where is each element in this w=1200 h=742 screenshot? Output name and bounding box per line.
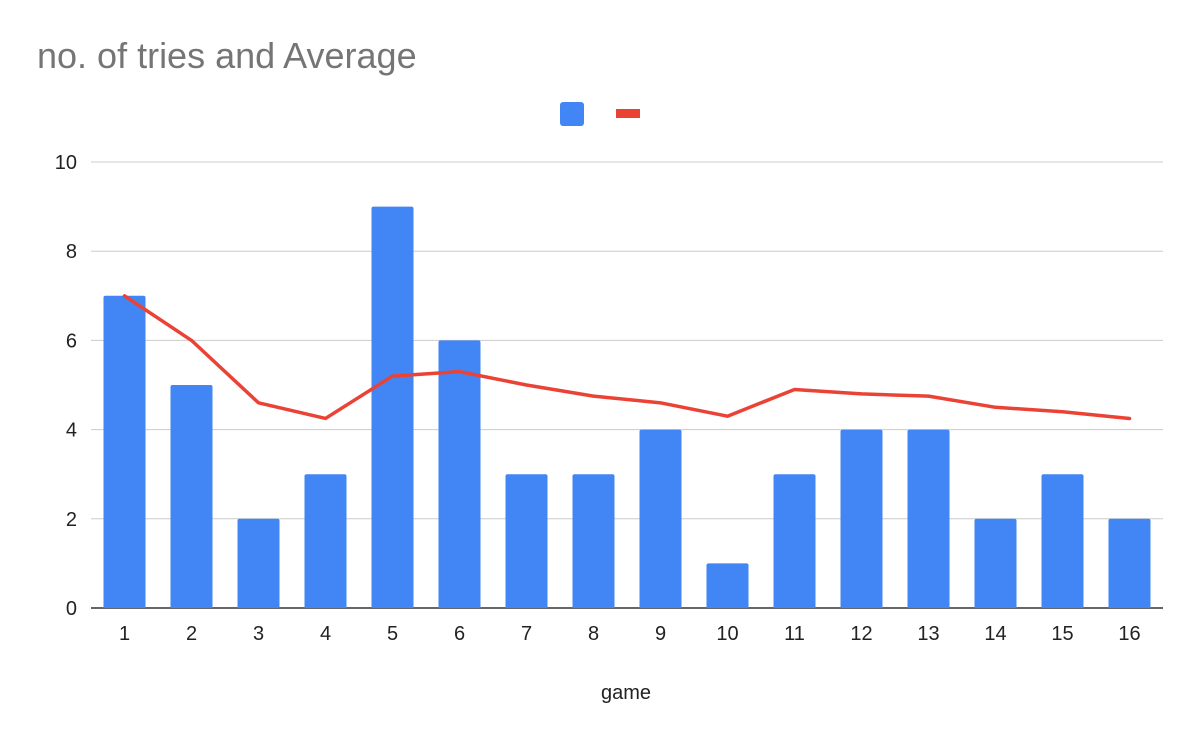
bar: [170, 385, 213, 608]
bar: [773, 474, 816, 608]
bar: [304, 474, 347, 608]
bar: [706, 563, 749, 608]
bar: [103, 295, 146, 608]
x-tick-label: 1: [119, 623, 130, 645]
legend: [560, 102, 640, 126]
x-tick-label: 5: [387, 623, 398, 645]
x-axis-title: game: [601, 682, 651, 704]
bar: [974, 518, 1017, 608]
x-tick-label: 16: [1118, 623, 1140, 645]
bar: [840, 429, 883, 608]
x-tick-label: 8: [588, 623, 599, 645]
bar: [1041, 474, 1084, 608]
x-tick-label: 15: [1051, 623, 1073, 645]
x-tick-label: 3: [253, 623, 264, 645]
y-tick-label: 10: [55, 152, 77, 174]
average-line: [122, 294, 1132, 421]
x-tick-label: 12: [850, 623, 872, 645]
x-tick-label: 7: [521, 623, 532, 645]
y-tick-label: 4: [66, 420, 77, 442]
bar: [505, 474, 548, 608]
y-axis-ticks: 0 2 4 6 8 10: [55, 152, 77, 620]
bar: [237, 518, 280, 608]
y-tick-label: 0: [66, 598, 77, 620]
bar: [572, 474, 615, 608]
y-tick-label: 6: [66, 330, 77, 352]
legend-swatch-line: [616, 109, 640, 118]
x-tick-label: 10: [716, 623, 738, 645]
bar: [907, 429, 950, 608]
bar-series: [103, 206, 1151, 608]
y-tick-label: 8: [66, 241, 77, 263]
x-tick-label: 2: [186, 623, 197, 645]
legend-swatch-bar: [560, 102, 584, 126]
bar: [1108, 518, 1151, 608]
x-tick-label: 11: [784, 623, 805, 645]
bar: [438, 340, 481, 608]
line-series: [122, 294, 1132, 421]
x-tick-label: 6: [454, 623, 465, 645]
bar: [371, 206, 414, 608]
x-tick-label: 14: [984, 623, 1006, 645]
bar: [639, 429, 682, 608]
chart-title: no. of tries and Average: [37, 35, 417, 76]
x-tick-label: 4: [320, 623, 331, 645]
x-tick-label: 9: [655, 623, 666, 645]
x-tick-label: 13: [917, 623, 939, 645]
y-tick-label: 2: [66, 509, 77, 531]
x-axis-ticks: 1 2 3 4 5 6 7 8 9 10 11 12 13 14 15 16: [119, 623, 1141, 645]
